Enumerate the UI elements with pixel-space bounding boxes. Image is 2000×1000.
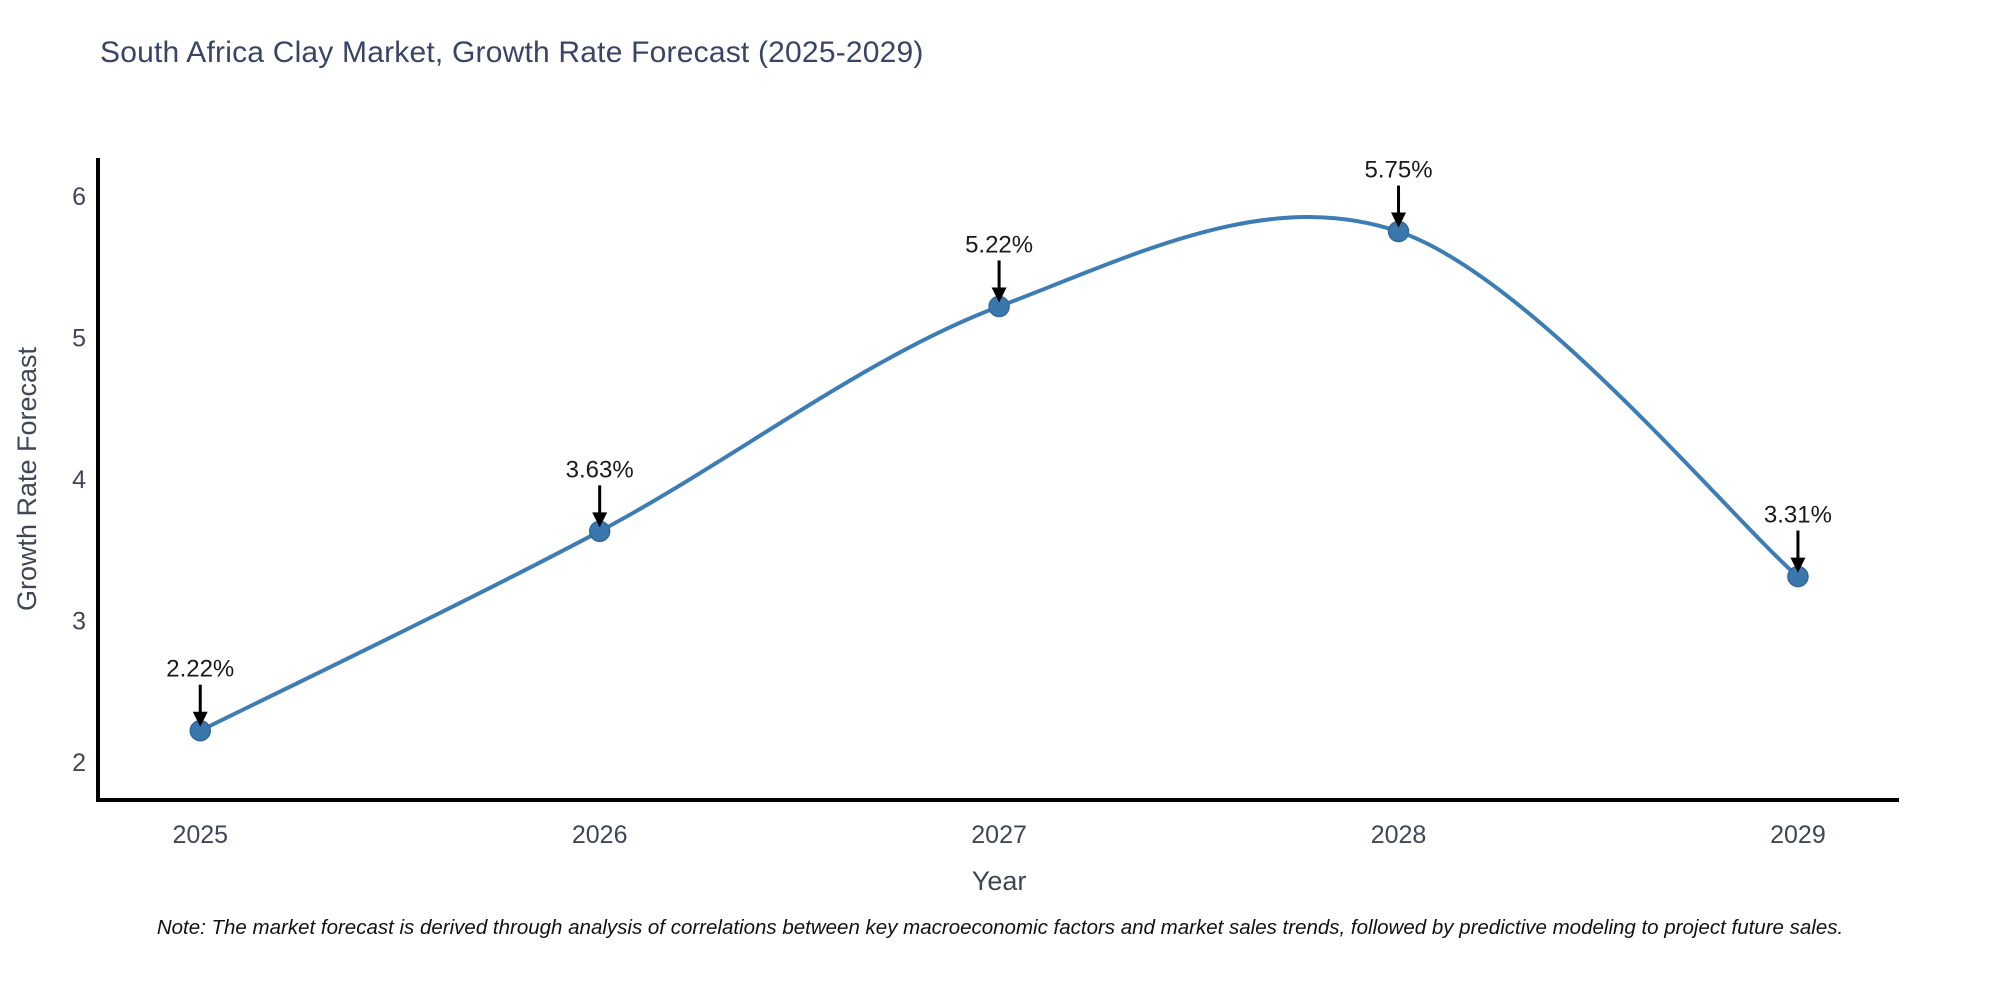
annotation-label: 3.63% (566, 456, 634, 483)
annotation-label: 2.22% (166, 656, 234, 683)
x-tick-label: 2029 (1770, 821, 1826, 849)
annotation-label: 5.75% (1364, 157, 1432, 184)
x-tick-label: 2028 (1371, 821, 1427, 849)
annotation-arrowhead (991, 287, 1007, 303)
annotation-arrowhead (1391, 212, 1407, 228)
chart-title: South Africa Clay Market, Growth Rate Fo… (100, 36, 924, 69)
annotation-arrowhead (592, 512, 608, 528)
x-tick-label: 2025 (172, 821, 228, 849)
x-tick-label: 2027 (971, 821, 1027, 849)
annotation-arrowhead (1790, 557, 1806, 573)
y-tick-label: 4 (72, 466, 86, 494)
footnote: Note: The market forecast is derived thr… (156, 916, 1844, 939)
y-tick-label: 2 (72, 749, 86, 777)
annotation-arrowhead (192, 711, 208, 727)
y-axis-title: Growth Rate Forecast (12, 346, 42, 611)
annotation-label: 3.31% (1764, 502, 1832, 529)
x-tick-label: 2026 (572, 821, 628, 849)
x-axis-title: Year (972, 866, 1027, 896)
annotation-label: 5.22% (965, 231, 1033, 258)
y-tick-label: 3 (72, 607, 86, 635)
y-tick-label: 6 (72, 183, 86, 211)
y-tick-label: 5 (72, 325, 86, 353)
